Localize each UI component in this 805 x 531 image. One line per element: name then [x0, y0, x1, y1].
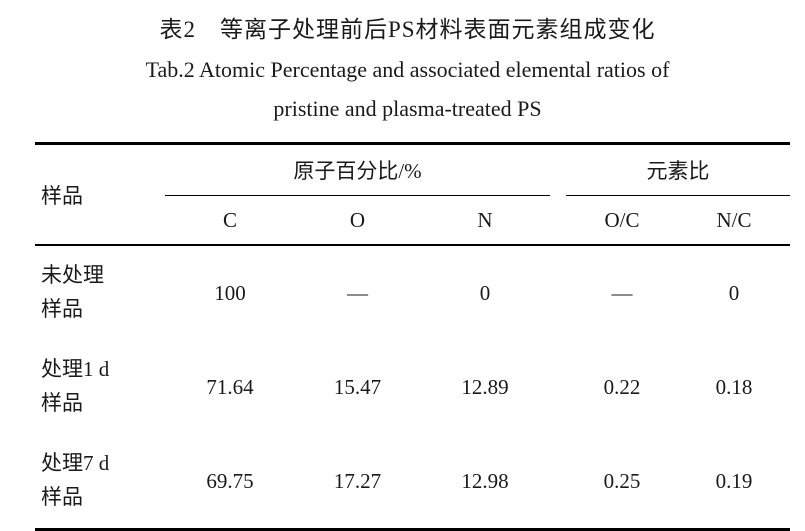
gap-cell [550, 340, 566, 434]
table-caption-en-line2: pristine and plasma-treated PS [273, 96, 542, 121]
value-cell: 69.75 [206, 468, 254, 493]
header-atomic-percentage-group: 原子百分比/% [165, 143, 551, 196]
sample-cell: 处理7 d 样品 [41, 451, 110, 509]
value-cell: 0.22 [603, 374, 641, 399]
header-c: C [165, 195, 295, 246]
group-header-row: 样品 原子百分比/% 元素比 [35, 143, 791, 246]
value-cell: 0.18 [715, 374, 753, 399]
sample-cell: 处理1 d 样品 [41, 357, 110, 415]
table-caption-zh: 表2 等离子处理前后PS材料表面元素组成变化 [159, 17, 656, 42]
value-cell: 100 [214, 280, 246, 305]
value-cell: 12.98 [461, 468, 509, 493]
value-cell: 0.25 [603, 468, 641, 493]
header-oc: O/C [566, 195, 679, 246]
sample-cell: 未处理 样品 [41, 263, 104, 321]
value-cell: — [347, 280, 368, 305]
gap-cell [550, 245, 566, 340]
header-gap [550, 144, 566, 196]
value-cell: 0.19 [715, 468, 753, 493]
table-row-treated-7d: 处理7 d 样品 69.75 17.27 12.98 0.25 0.19 [35, 434, 790, 530]
header-o: O [295, 195, 420, 246]
data-table: 样品 原子百分比/% 元素比 C O N O/C N/C 未处理 样品 100 … [35, 142, 791, 531]
value-cell: — [611, 280, 633, 305]
value-cell: 0 [728, 280, 740, 305]
value-cell: 17.27 [333, 468, 382, 493]
header-element-ratio-group: 元素比 [566, 143, 791, 196]
sub-header-row: C O N O/C N/C [35, 195, 791, 246]
value-cell: 15.47 [333, 374, 382, 399]
value-cell: 71.64 [206, 374, 254, 399]
gap-cell [550, 434, 566, 530]
table-row-treated-1d: 处理1 d 样品 71.64 15.47 12.89 0.22 0.18 [35, 340, 790, 434]
header-n: N [420, 195, 551, 246]
value-cell: 12.89 [461, 374, 509, 399]
header-nc: N/C [678, 195, 791, 246]
header-gap [550, 195, 567, 246]
table-caption-en-line1: Tab.2 Atomic Percentage and associated e… [145, 57, 670, 82]
header-sample: 样品 [35, 143, 165, 246]
table-row-untreated: 未处理 样品 100 — 0 — 0 [35, 245, 790, 340]
value-cell: 0 [479, 280, 491, 305]
